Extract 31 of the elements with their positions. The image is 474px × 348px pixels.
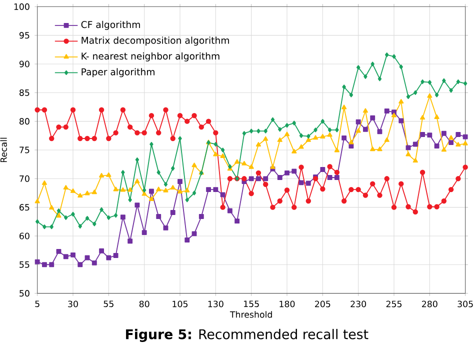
x-tick-label: 80 xyxy=(139,300,150,308)
y-tick-label: 80 xyxy=(20,118,30,125)
y-axis-title: Recall xyxy=(0,138,7,162)
x-tick-label: 130 xyxy=(208,300,224,308)
x-tick-label: 30 xyxy=(68,300,78,308)
legend-label: K- nearest neighbor algorithm xyxy=(82,52,220,62)
y-tick-label: 65 xyxy=(20,204,30,211)
y-tick-label: 100 xyxy=(14,3,30,10)
y-tick-label: 55 xyxy=(20,261,30,268)
y-tick-label: 95 xyxy=(19,32,30,39)
legend-label: CF algorithm xyxy=(81,20,140,30)
y-tick-label: 70 xyxy=(20,175,30,182)
x-tick-label: 305 xyxy=(458,300,473,308)
legend-label: Matrix decomposition algorithm xyxy=(82,36,229,46)
y-tick-label: 50 xyxy=(20,290,30,297)
x-tick-label: 5 xyxy=(35,300,40,308)
x-tick-label: 205 xyxy=(315,300,330,308)
x-tick-label: 105 xyxy=(172,300,188,308)
x-tick-label: 180 xyxy=(280,300,295,308)
y-tick-label: 85 xyxy=(20,89,30,96)
x-tick-label: 230 xyxy=(350,300,366,308)
x-tick-label: 255 xyxy=(386,300,402,308)
x-tick-label: 155 xyxy=(244,300,259,308)
text: Figure 5: Recommended recall test xyxy=(126,328,368,342)
y-tick-label: 90 xyxy=(19,60,30,68)
legend-label: Paper algorithm xyxy=(82,68,154,78)
y-tick-label: 75 xyxy=(20,146,30,154)
x-axis-title: Threshold xyxy=(230,311,272,318)
x-tick-label: 280 xyxy=(422,300,438,308)
x-tick-label: 55 xyxy=(104,300,114,308)
y-tick-label: 60 xyxy=(20,232,30,240)
